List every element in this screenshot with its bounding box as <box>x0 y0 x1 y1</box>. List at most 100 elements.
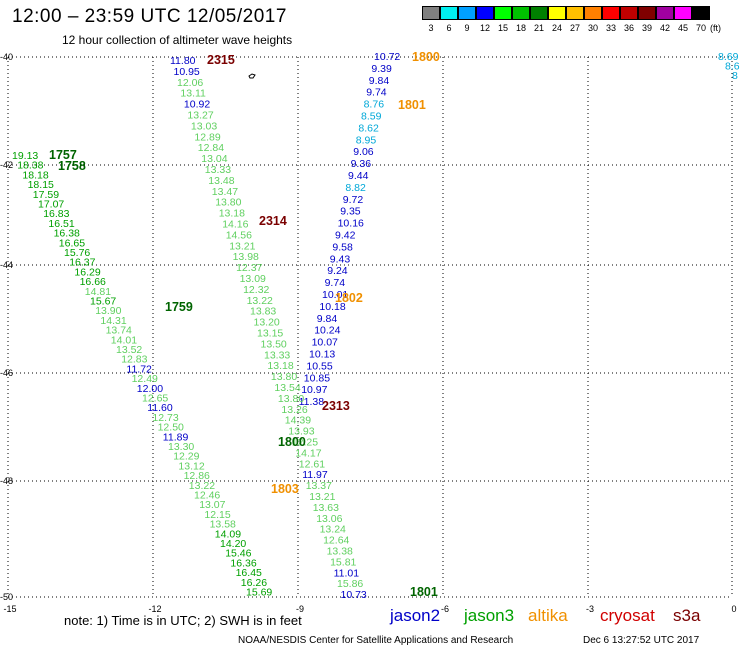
wave-height-value: 12.25 <box>292 437 318 449</box>
wave-height-value: 9.43 <box>330 253 351 265</box>
wave-height-value: 16.65 <box>59 237 85 249</box>
scale-unit: (ft) <box>710 23 721 33</box>
wave-height-value: 12.89 <box>194 131 220 143</box>
pass-time-label: 1801 <box>398 98 426 112</box>
wave-height-value: 13.06 <box>316 513 342 525</box>
scale-label: 21 <box>533 23 544 33</box>
scale-label: 9 <box>464 23 470 33</box>
wave-height-value: 13.11 <box>180 88 206 100</box>
wave-height-value: 11.89 <box>163 431 189 443</box>
wave-height-value: 17.59 <box>33 189 59 201</box>
y-tick-label: -48 <box>0 476 13 486</box>
wave-height-value: 15.81 <box>330 556 356 568</box>
wave-height-value: 9.06 <box>353 146 374 158</box>
pass-time-label: 1757 <box>49 148 77 162</box>
wave-height-value: 11.72 <box>126 363 152 375</box>
wave-height-value: 12.46 <box>194 490 220 502</box>
pass-time-label: 2315 <box>207 53 235 67</box>
scale-swatch <box>440 6 458 20</box>
wave-height-value: 12.06 <box>177 77 203 89</box>
wave-height-value: 10.85 <box>304 372 330 384</box>
wave-height-value: 8 <box>732 70 738 82</box>
wave-height-value: 13.33 <box>264 349 290 361</box>
scale-label: 12 <box>479 23 490 33</box>
wave-height-value: 9.74 <box>325 277 346 289</box>
wave-height-value: 13.15 <box>257 328 283 340</box>
wave-height-value: 9.24 <box>327 265 348 277</box>
scale-label: 24 <box>551 23 562 33</box>
wave-height-value: 8.62 <box>358 122 379 134</box>
x-tick-label: -6 <box>441 604 449 614</box>
wave-height-value: 9.42 <box>335 230 356 242</box>
wave-height-value: 9.72 <box>343 194 364 206</box>
wave-height-value: 12.29 <box>173 451 199 463</box>
pass-time-label: 1801 <box>410 585 438 599</box>
wave-height-value: 11.97 <box>302 469 328 481</box>
wave-height-value: 13.22 <box>189 480 215 492</box>
wave-height-value: 10.07 <box>312 337 338 349</box>
scale-swatch <box>584 6 602 20</box>
wave-height-value: 15.86 <box>337 578 363 590</box>
wave-height-value: 15.46 <box>225 548 251 560</box>
wave-height-value: 13.63 <box>313 502 339 514</box>
wave-height-value: 14.17 <box>295 447 321 459</box>
wave-height-value: 10.97 <box>301 384 327 396</box>
wave-height-value: 13.21 <box>229 240 255 252</box>
wave-height-value: 8.69 <box>718 51 739 63</box>
scale-label: 33 <box>605 23 616 33</box>
wave-height-value: 8.95 <box>356 134 377 146</box>
wave-height-value: 13.18 <box>267 360 293 372</box>
scale-label: 27 <box>569 23 580 33</box>
scale-swatch <box>476 6 494 20</box>
scale-swatch <box>566 6 584 20</box>
wave-height-value: 16.29 <box>74 266 100 278</box>
generation-timestamp: Dec 6 13:27:52 UTC 2017 <box>583 635 700 646</box>
wave-height-value: 14.01 <box>111 334 137 346</box>
wave-height-value: 13.80 <box>215 197 241 209</box>
legend-cryosat: cryosat <box>600 606 655 625</box>
wave-height-value: 12.83 <box>121 354 147 366</box>
pass-time-label: 1800 <box>278 435 306 449</box>
wave-height-value: 16.26 <box>241 577 267 589</box>
wave-height-value: 13.50 <box>261 338 287 350</box>
wave-height-value: 16.66 <box>80 276 106 288</box>
y-tick-label: -42 <box>0 160 13 170</box>
footnote: note: 1) Time is in UTC; 2) SWH is in fe… <box>64 613 302 628</box>
wave-height-value: 12.50 <box>158 422 184 434</box>
wave-height-value: 9.74 <box>366 87 387 99</box>
wave-height-value: 16.51 <box>48 218 74 230</box>
wave-height-value: 9.35 <box>340 206 361 218</box>
scale-swatch <box>530 6 548 20</box>
map-subtitle: 12 hour collection of altimeter wave hei… <box>62 33 293 47</box>
scale-label: 15 <box>497 23 508 33</box>
scale-swatch <box>458 6 476 20</box>
wave-height-value: 13.74 <box>106 325 132 337</box>
wave-height-value: 13.47 <box>212 186 238 198</box>
pass-time-label: 1759 <box>165 300 193 314</box>
wave-height-value: 14.20 <box>220 538 246 550</box>
scale-swatch <box>674 6 692 20</box>
wave-height-value: 13.48 <box>208 175 234 187</box>
wave-height-value: 13.27 <box>187 110 213 122</box>
island-outline <box>248 73 256 79</box>
y-tick-label: -40 <box>0 52 13 62</box>
wave-height-value: 13.30 <box>168 441 194 453</box>
wave-height-value: 8.82 <box>345 182 366 194</box>
wave-height-value: 13.54 <box>274 382 300 394</box>
wave-height-value: 16.45 <box>236 567 262 579</box>
scale-label: 36 <box>623 23 634 33</box>
pass-time-label: 1800 <box>412 50 440 64</box>
wave-height-value: 12.49 <box>132 373 158 385</box>
wave-height-value: 13.12 <box>178 460 204 472</box>
wave-height-value: 16.83 <box>43 208 69 220</box>
y-tick-label: -44 <box>0 260 13 270</box>
wave-height-value: 11.60 <box>147 402 173 414</box>
wave-height-value: 11.01 <box>334 567 360 579</box>
wave-height-value: 12.86 <box>184 470 210 482</box>
wave-height-value: 11.38 <box>299 396 325 408</box>
wave-height-value: 14.81 <box>85 286 111 298</box>
wave-height-value: 13.37 <box>306 480 332 492</box>
pass-time-label: 1758 <box>58 159 86 173</box>
scale-label: 3 <box>428 23 434 33</box>
wave-height-value: 12.61 <box>299 458 325 470</box>
